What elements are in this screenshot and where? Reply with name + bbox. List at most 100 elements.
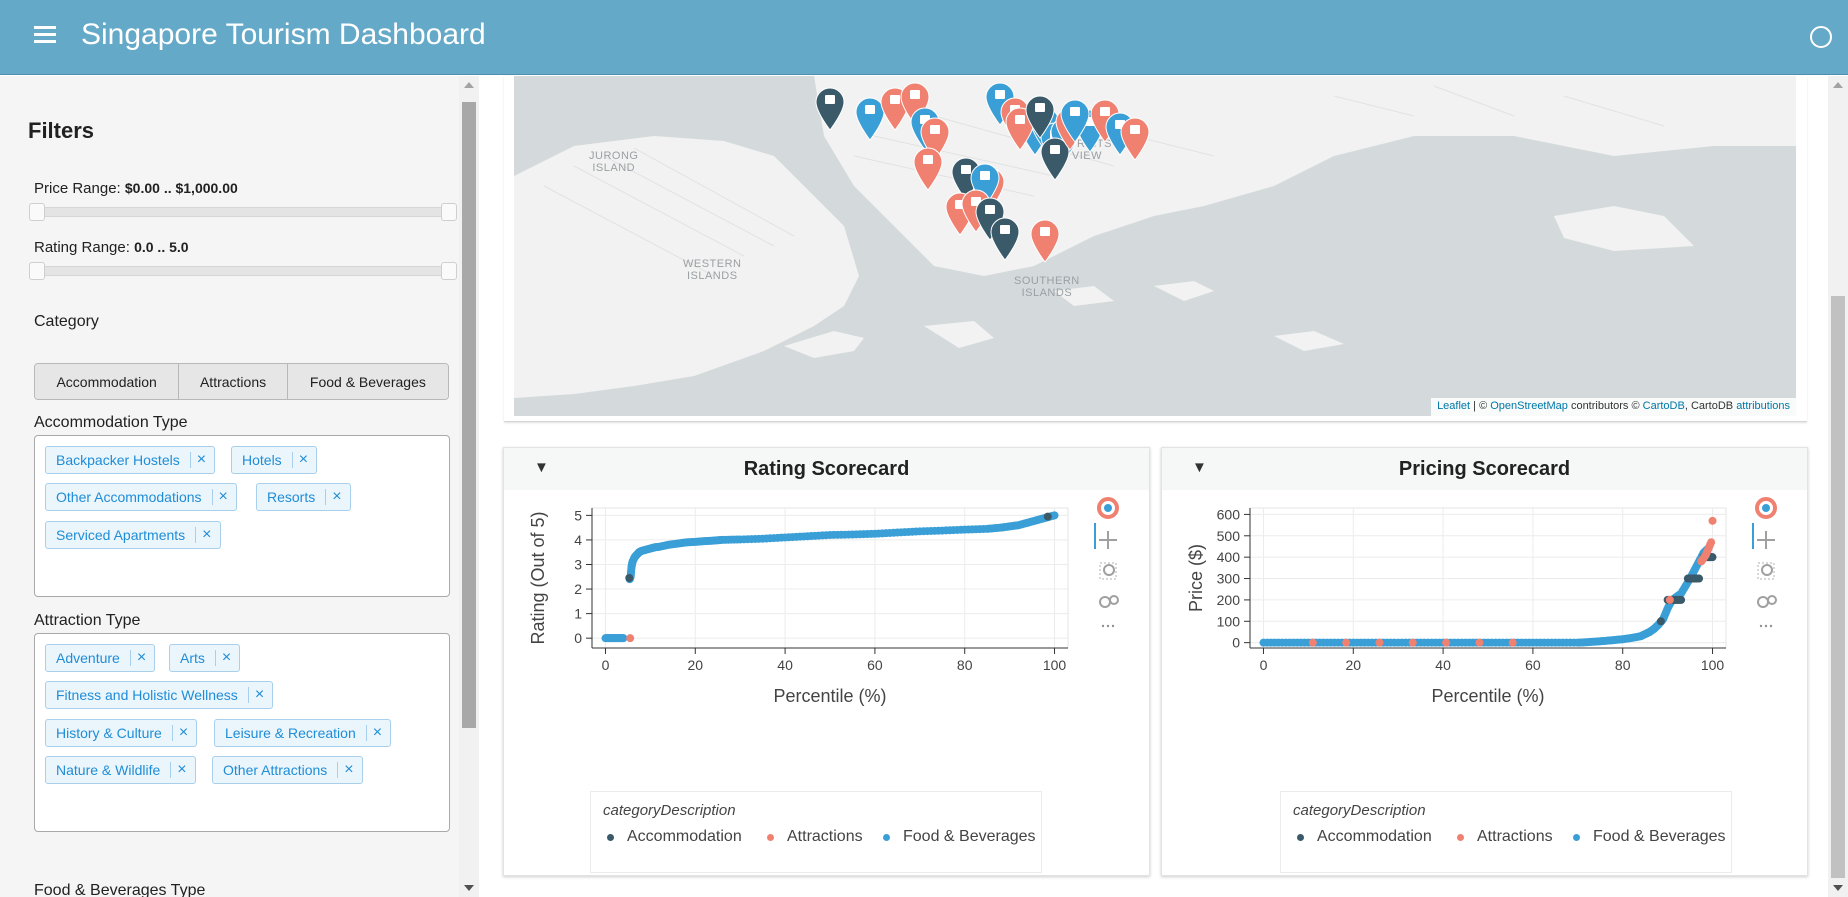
map-marker-icon[interactable] xyxy=(1040,137,1070,181)
busy-indicator-icon xyxy=(1810,26,1832,48)
scroll-down-icon[interactable] xyxy=(464,885,474,891)
pricing-chart[interactable]: 0 20 40 60 80 100 0 100 200 300 400 500 600 Percentil… xyxy=(1162,490,1809,790)
menu-icon[interactable] xyxy=(30,26,60,48)
singapore-map[interactable]: JURONG ISLAND STRAITS VIEW WESTERN ISLAN… xyxy=(514,76,1796,416)
pricing-scorecard-card: ▼ Pricing Scorecard 0 20 40 60 80 100 0 100 200 3… xyxy=(1161,447,1808,876)
pan-tool-icon[interactable] xyxy=(1094,523,1117,549)
main-scroll-thumb[interactable] xyxy=(1831,296,1845,878)
attraction-type-multiselect[interactable]: Adventure × Arts × Fitness and Holistic We… xyxy=(34,633,450,832)
rating-card-header: ▼ Rating Scorecard xyxy=(504,448,1149,490)
pricing-legend: categoryDescription Accommodation Attrac… xyxy=(1280,791,1732,873)
rating-legend-attractions: Attractions xyxy=(767,828,863,846)
x-tick-label: 20 xyxy=(1345,657,1361,673)
y-tick-label: 400 xyxy=(1217,549,1241,565)
data-point xyxy=(1656,617,1665,626)
remove-icon[interactable]: × xyxy=(332,488,342,505)
chip-arts: Arts × xyxy=(169,644,241,672)
pricing-legend-title: categoryDescription xyxy=(1293,802,1426,819)
more-tools-icon[interactable] xyxy=(1101,624,1115,628)
category-accommodation-button[interactable]: Accommodation xyxy=(35,364,180,399)
box-zoom-icon[interactable] xyxy=(1099,562,1117,580)
data-point xyxy=(1442,638,1451,647)
map-marker-icon[interactable] xyxy=(815,87,845,131)
chip-label: Fitness and Holistic Wellness xyxy=(56,687,238,703)
filters-title: Filters xyxy=(28,118,95,143)
chip-label: Arts xyxy=(180,650,205,666)
remove-icon[interactable]: × xyxy=(344,761,354,778)
legend-label: Accommodation xyxy=(1317,828,1432,845)
remove-icon[interactable]: × xyxy=(202,526,212,543)
map-marker-icon[interactable] xyxy=(1060,99,1090,143)
data-point xyxy=(626,634,635,643)
y-tick-label: 300 xyxy=(1217,571,1241,587)
map-marker-icon[interactable] xyxy=(1005,107,1035,151)
accommodation-type-multiselect[interactable]: Backpacker Hostels × Hotels × Other Accomm… xyxy=(34,435,450,597)
bokeh-logo-icon[interactable] xyxy=(1097,497,1119,519)
price-min-handle[interactable] xyxy=(29,203,45,221)
sidebar-scrollbar[interactable] xyxy=(459,76,479,897)
remove-icon[interactable]: × xyxy=(221,649,232,666)
remove-icon[interactable]: × xyxy=(372,724,383,741)
bokeh-logo-icon[interactable] xyxy=(1755,497,1777,519)
remove-icon[interactable]: × xyxy=(177,761,187,778)
legend-dot xyxy=(1297,833,1304,841)
price-max-handle[interactable] xyxy=(441,203,457,221)
x-tick-label: 0 xyxy=(602,657,610,673)
rating-legend-title: categoryDescription xyxy=(603,802,736,819)
attributions-link[interactable]: attributions xyxy=(1736,400,1790,412)
remove-icon[interactable]: × xyxy=(136,649,147,666)
remove-icon[interactable]: × xyxy=(254,686,265,703)
map-marker-icon[interactable] xyxy=(1025,95,1055,139)
y-tick-label: 5 xyxy=(574,507,582,523)
remove-icon[interactable]: × xyxy=(218,488,228,505)
osm-link[interactable]: OpenStreetMap xyxy=(1490,400,1568,412)
y-tick-label: 0 xyxy=(574,630,582,646)
pricing-card-collapse-toggle[interactable]: ▼ xyxy=(1192,459,1207,476)
data-point xyxy=(1342,638,1351,647)
y-tick-label: 500 xyxy=(1217,528,1241,544)
filters-sidebar: Filters Price Range: $0.00 .. $1,000.00 … xyxy=(0,76,477,897)
reset-tool-icon[interactable] xyxy=(1757,595,1777,608)
map-marker-icon[interactable] xyxy=(855,97,885,141)
main-scrollbar[interactable] xyxy=(1828,76,1848,897)
chip-fitness-wellness: Fitness and Holistic Wellness × xyxy=(45,681,274,709)
pan-tool-icon[interactable] xyxy=(1752,523,1775,549)
category-food-button[interactable]: Food & Beverages xyxy=(287,364,448,399)
rating-legend: categoryDescription Accommodation Attrac… xyxy=(590,791,1042,873)
leaflet-link[interactable]: Leaflet xyxy=(1437,400,1471,412)
map-marker-icon[interactable] xyxy=(1030,219,1060,263)
price-range-label-text: Price Range: xyxy=(34,180,125,197)
rating-range-slider[interactable] xyxy=(29,262,457,280)
category-attractions-button[interactable]: Attractions xyxy=(179,364,288,399)
rating-max-handle[interactable] xyxy=(441,262,457,280)
x-tick-label: 40 xyxy=(1435,657,1451,673)
chip-history-culture: History & Culture × xyxy=(45,719,198,747)
rating-chart[interactable]: 0 20 40 60 80 100 0 1 2 3 4 5 Percentile (%) Rating (… xyxy=(504,490,1151,790)
x-tick-label: 40 xyxy=(777,657,793,673)
chip-label: Nature & Wildlife xyxy=(56,762,161,778)
map-marker-icon[interactable] xyxy=(913,147,943,191)
remove-icon[interactable]: × xyxy=(298,451,309,468)
reset-tool-icon[interactable] xyxy=(1099,595,1119,608)
x-axis-label: Percentile (%) xyxy=(1431,686,1544,706)
map-marker-icon[interactable] xyxy=(951,157,981,201)
more-tools-icon[interactable] xyxy=(1759,624,1773,628)
data-point xyxy=(1665,595,1674,604)
cartodb-link[interactable]: CartoDB xyxy=(1642,400,1685,412)
rating-min-handle[interactable] xyxy=(29,262,45,280)
remove-icon[interactable]: × xyxy=(196,451,207,468)
remove-icon[interactable]: × xyxy=(178,724,189,741)
sidebar-scroll-thumb[interactable] xyxy=(462,102,476,728)
map-marker-icon[interactable] xyxy=(990,217,1020,261)
y-axis-label: Rating (Out of 5) xyxy=(528,511,548,644)
scroll-up-icon[interactable] xyxy=(464,82,474,88)
rating-scorecard-card: ▼ Rating Scorecard 0 20 40 60 80 100 0 1 2 3 4 5 Per… xyxy=(503,447,1150,876)
price-range-slider[interactable] xyxy=(29,203,457,221)
box-zoom-icon[interactable] xyxy=(1757,562,1775,580)
legend-dot xyxy=(1573,833,1580,841)
scroll-up-icon[interactable] xyxy=(1833,82,1843,88)
map-marker-icon[interactable] xyxy=(1120,117,1150,161)
scroll-down-icon[interactable] xyxy=(1833,885,1843,891)
rating-card-collapse-toggle[interactable]: ▼ xyxy=(534,459,549,476)
legend-dot xyxy=(883,833,890,841)
